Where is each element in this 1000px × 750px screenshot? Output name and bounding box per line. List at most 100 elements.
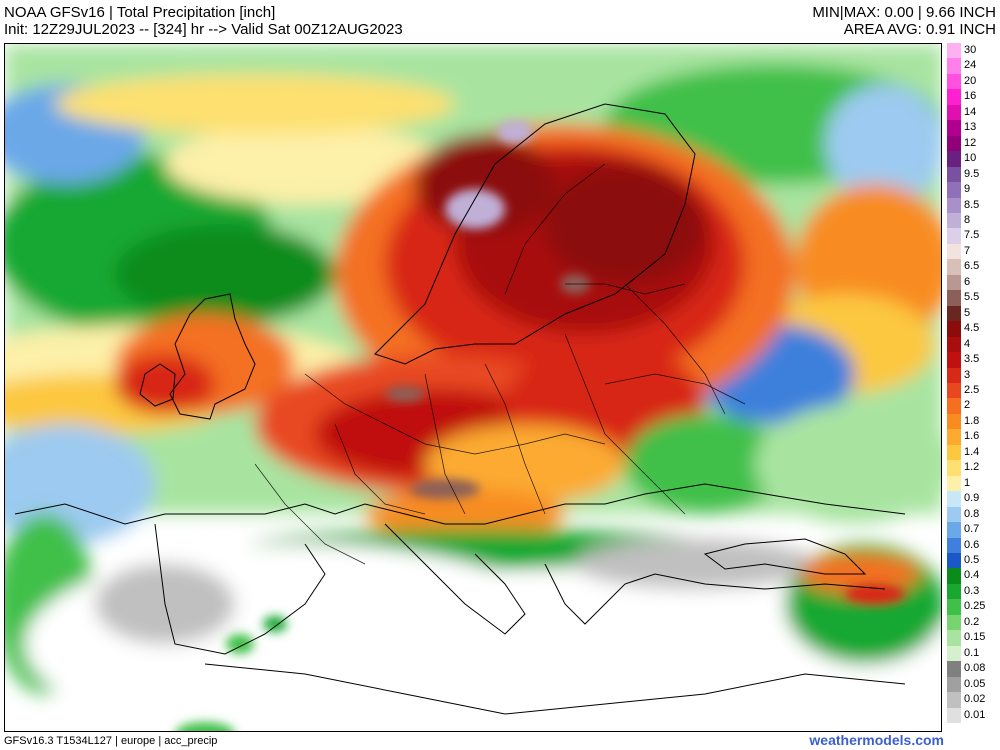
legend-label: 1.2 xyxy=(964,461,980,474)
legend-entry: 2 xyxy=(947,398,999,414)
brand-link[interactable]: weathermodels.com xyxy=(809,732,944,748)
legend-swatch xyxy=(947,336,961,353)
legend-swatch xyxy=(947,104,961,121)
legend-entry: 16 xyxy=(947,89,999,105)
legend-entry: 1.8 xyxy=(947,413,999,430)
legend-label: 0.25 xyxy=(964,600,986,613)
legend-swatch xyxy=(947,568,961,584)
legend-label: 0.6 xyxy=(964,538,980,551)
legend-swatch xyxy=(947,43,961,59)
legend-swatch xyxy=(947,274,961,291)
legend-label: 0.1 xyxy=(964,646,980,659)
legend-entry: 0.5 xyxy=(947,553,999,569)
legend-swatch xyxy=(947,460,961,476)
legend-swatch xyxy=(947,352,961,368)
min-max-readout: MIN|MAX: 0.00 | 9.66 INCH xyxy=(812,4,996,21)
legend-entry: 0.9 xyxy=(947,491,999,507)
legend-label: 12 xyxy=(964,136,977,149)
legend-label: 6.5 xyxy=(964,260,980,273)
legend-entry: 0.8 xyxy=(947,506,999,523)
legend-label: 2 xyxy=(964,399,971,412)
legend-swatch xyxy=(947,151,961,167)
legend-entry: 20 xyxy=(947,73,999,90)
legend-entry: 0.25 xyxy=(947,599,999,615)
legend-entry: 0.6 xyxy=(947,537,999,553)
legend-entry: 1.2 xyxy=(947,460,999,476)
legend-entry: 2.5 xyxy=(947,383,999,399)
legend-label: 0.4 xyxy=(964,569,980,582)
legend-swatch xyxy=(947,135,961,152)
color-scale-legend: 30 24 20 16 14 13 12 10 9.5 9 8.5 8 7.5 7 6.5 6 5.5 5 4.5 4… xyxy=(947,43,999,723)
legend-swatch xyxy=(947,676,961,693)
legend-entry: 9.5 xyxy=(947,166,999,183)
legend-label: 5 xyxy=(964,306,971,319)
legend-swatch xyxy=(947,213,961,229)
legend-entry: 10 xyxy=(947,151,999,167)
precipitation-map xyxy=(4,43,942,732)
map-title: NOAA GFSv16 | Total Precipitation [inch] xyxy=(4,4,276,21)
legend-entry: 0.2 xyxy=(947,614,999,631)
legend-label: 9 xyxy=(964,183,971,196)
legend-entry: 8 xyxy=(947,213,999,229)
legend-entry: 12 xyxy=(947,135,999,152)
legend-swatch xyxy=(947,367,961,383)
legend-label: 1 xyxy=(964,476,971,489)
model-info-footer: GFSv16.3 T1534L127 | europe | acc_precip xyxy=(4,735,218,747)
legend-label: 3.5 xyxy=(964,353,980,366)
legend-entry: 5.5 xyxy=(947,290,999,306)
legend-label: 16 xyxy=(964,90,977,103)
legend-label: 24 xyxy=(964,59,977,72)
legend-entry: 0.02 xyxy=(947,692,999,708)
legend-entry: 3 xyxy=(947,367,999,383)
legend-label: 9.5 xyxy=(964,167,980,180)
legend-swatch xyxy=(947,182,961,198)
legend-swatch xyxy=(947,398,961,414)
legend-label: 4.5 xyxy=(964,322,980,335)
legend-swatch xyxy=(947,259,961,275)
legend-swatch xyxy=(947,197,961,213)
legend-swatch xyxy=(947,491,961,507)
legend-entry: 6.5 xyxy=(947,259,999,275)
legend-entry: 1.6 xyxy=(947,429,999,445)
legend-entry: 0.3 xyxy=(947,583,999,600)
legend-swatch xyxy=(947,707,961,723)
legend-swatch xyxy=(947,228,961,244)
legend-label: 7 xyxy=(964,244,971,257)
legend-entry: 0.15 xyxy=(947,630,999,646)
legend-entry: 1 xyxy=(947,475,999,492)
legend-swatch xyxy=(947,692,961,708)
legend-label: 0.02 xyxy=(964,693,986,706)
area-average-readout: AREA AVG: 0.91 INCH xyxy=(843,21,996,38)
legend-label: 0.7 xyxy=(964,523,980,536)
legend-swatch xyxy=(947,89,961,105)
legend-entry: 13 xyxy=(947,120,999,136)
legend-entry: 5 xyxy=(947,305,999,322)
legend-label: 20 xyxy=(964,74,977,87)
legend-entry: 9 xyxy=(947,182,999,198)
legend-entry: 0.1 xyxy=(947,645,999,662)
legend-swatch xyxy=(947,553,961,569)
legend-swatch xyxy=(947,522,961,538)
legend-swatch xyxy=(947,243,961,260)
legend-swatch xyxy=(947,661,961,677)
header-right: MIN|MAX: 0.00 | 9.66 INCH AREA AVG: 0.91… xyxy=(812,4,996,38)
legend-swatch xyxy=(947,383,961,399)
legend-swatch xyxy=(947,120,961,136)
legend-swatch xyxy=(947,305,961,322)
legend-label: 5.5 xyxy=(964,291,980,304)
legend-label: 13 xyxy=(964,121,977,134)
legend-entry: 3.5 xyxy=(947,352,999,368)
legend-label: 1.4 xyxy=(964,445,980,458)
legend-label: 10 xyxy=(964,152,977,165)
legend-swatch xyxy=(947,58,961,74)
legend-entry: 0.7 xyxy=(947,522,999,538)
legend-label: 0.2 xyxy=(964,615,980,628)
map-canvas xyxy=(5,44,941,731)
legend-swatch xyxy=(947,537,961,553)
legend-entry: 4.5 xyxy=(947,321,999,337)
legend-entry: 24 xyxy=(947,58,999,74)
legend-entry: 7 xyxy=(947,243,999,260)
legend-label: 0.5 xyxy=(964,554,980,566)
legend-label: 6 xyxy=(964,275,971,288)
legend-swatch xyxy=(947,614,961,631)
